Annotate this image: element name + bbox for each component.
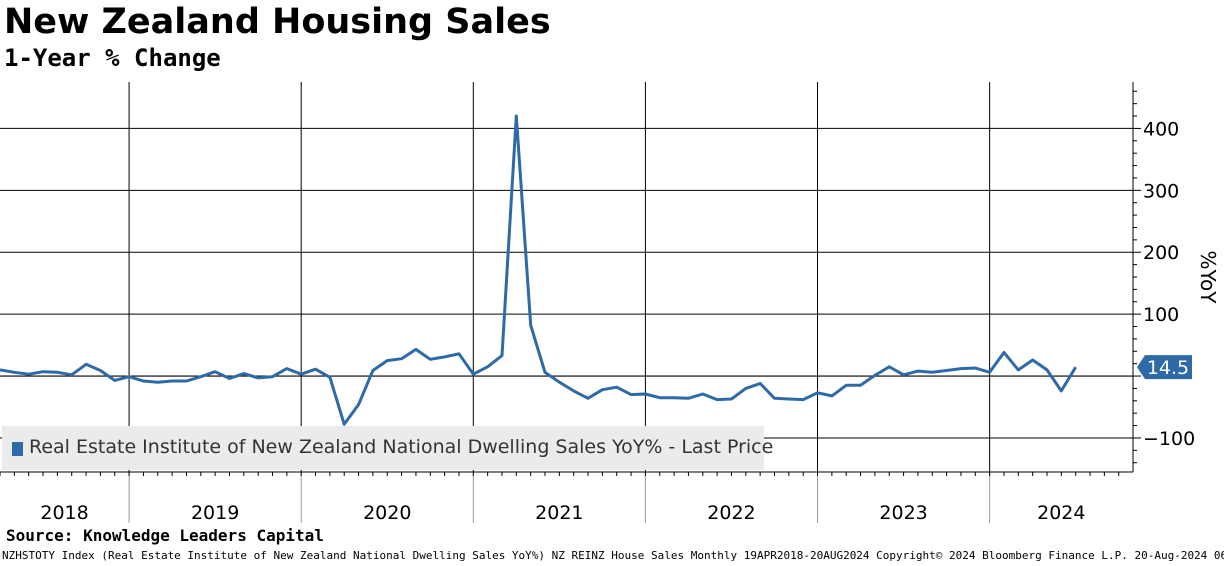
y-axis-title: %YoY bbox=[1196, 250, 1220, 304]
last-value-label: 14.5 bbox=[1147, 357, 1189, 379]
y-tick-label: −100 bbox=[1143, 428, 1195, 450]
x-year-label: 2022 bbox=[707, 502, 755, 524]
last-value-marker-group: 14.5 bbox=[1137, 355, 1192, 380]
legend-label: Real Estate Institute of New Zealand Nat… bbox=[29, 436, 774, 458]
x-year-label: 2020 bbox=[363, 502, 411, 524]
footer-text: NZHSTOTY Index (Real Estate Institute of… bbox=[2, 549, 1224, 562]
y-tick-label: 100 bbox=[1143, 304, 1179, 326]
x-year-label: 2018 bbox=[40, 502, 88, 524]
series-layer bbox=[0, 114, 1077, 426]
x-year-label: 2021 bbox=[535, 502, 583, 524]
chart-title: New Zealand Housing Sales bbox=[4, 2, 551, 42]
y-tick-label: 300 bbox=[1143, 180, 1179, 202]
y-tick-label: 400 bbox=[1143, 118, 1179, 140]
y-axis: 400 300 200 100 −100 %YoY bbox=[1132, 82, 1220, 472]
last-value-marker bbox=[1137, 355, 1192, 380]
chart-subtitle: 1-Year % Change bbox=[4, 44, 221, 72]
source-text: Source: Knowledge Leaders Capital bbox=[6, 526, 324, 545]
x-axis: 2018 2019 2020 2021 2022 2023 2024 bbox=[0, 471, 1133, 524]
series-line bbox=[0, 114, 1077, 426]
x-year-label: 2023 bbox=[879, 502, 927, 524]
grid-layer bbox=[0, 82, 1133, 472]
x-year-label: 2024 bbox=[1037, 502, 1085, 524]
y-tick-label: 200 bbox=[1143, 242, 1179, 264]
legend-swatch bbox=[12, 442, 23, 456]
x-year-label: 2019 bbox=[191, 502, 239, 524]
legend bbox=[2, 426, 764, 470]
